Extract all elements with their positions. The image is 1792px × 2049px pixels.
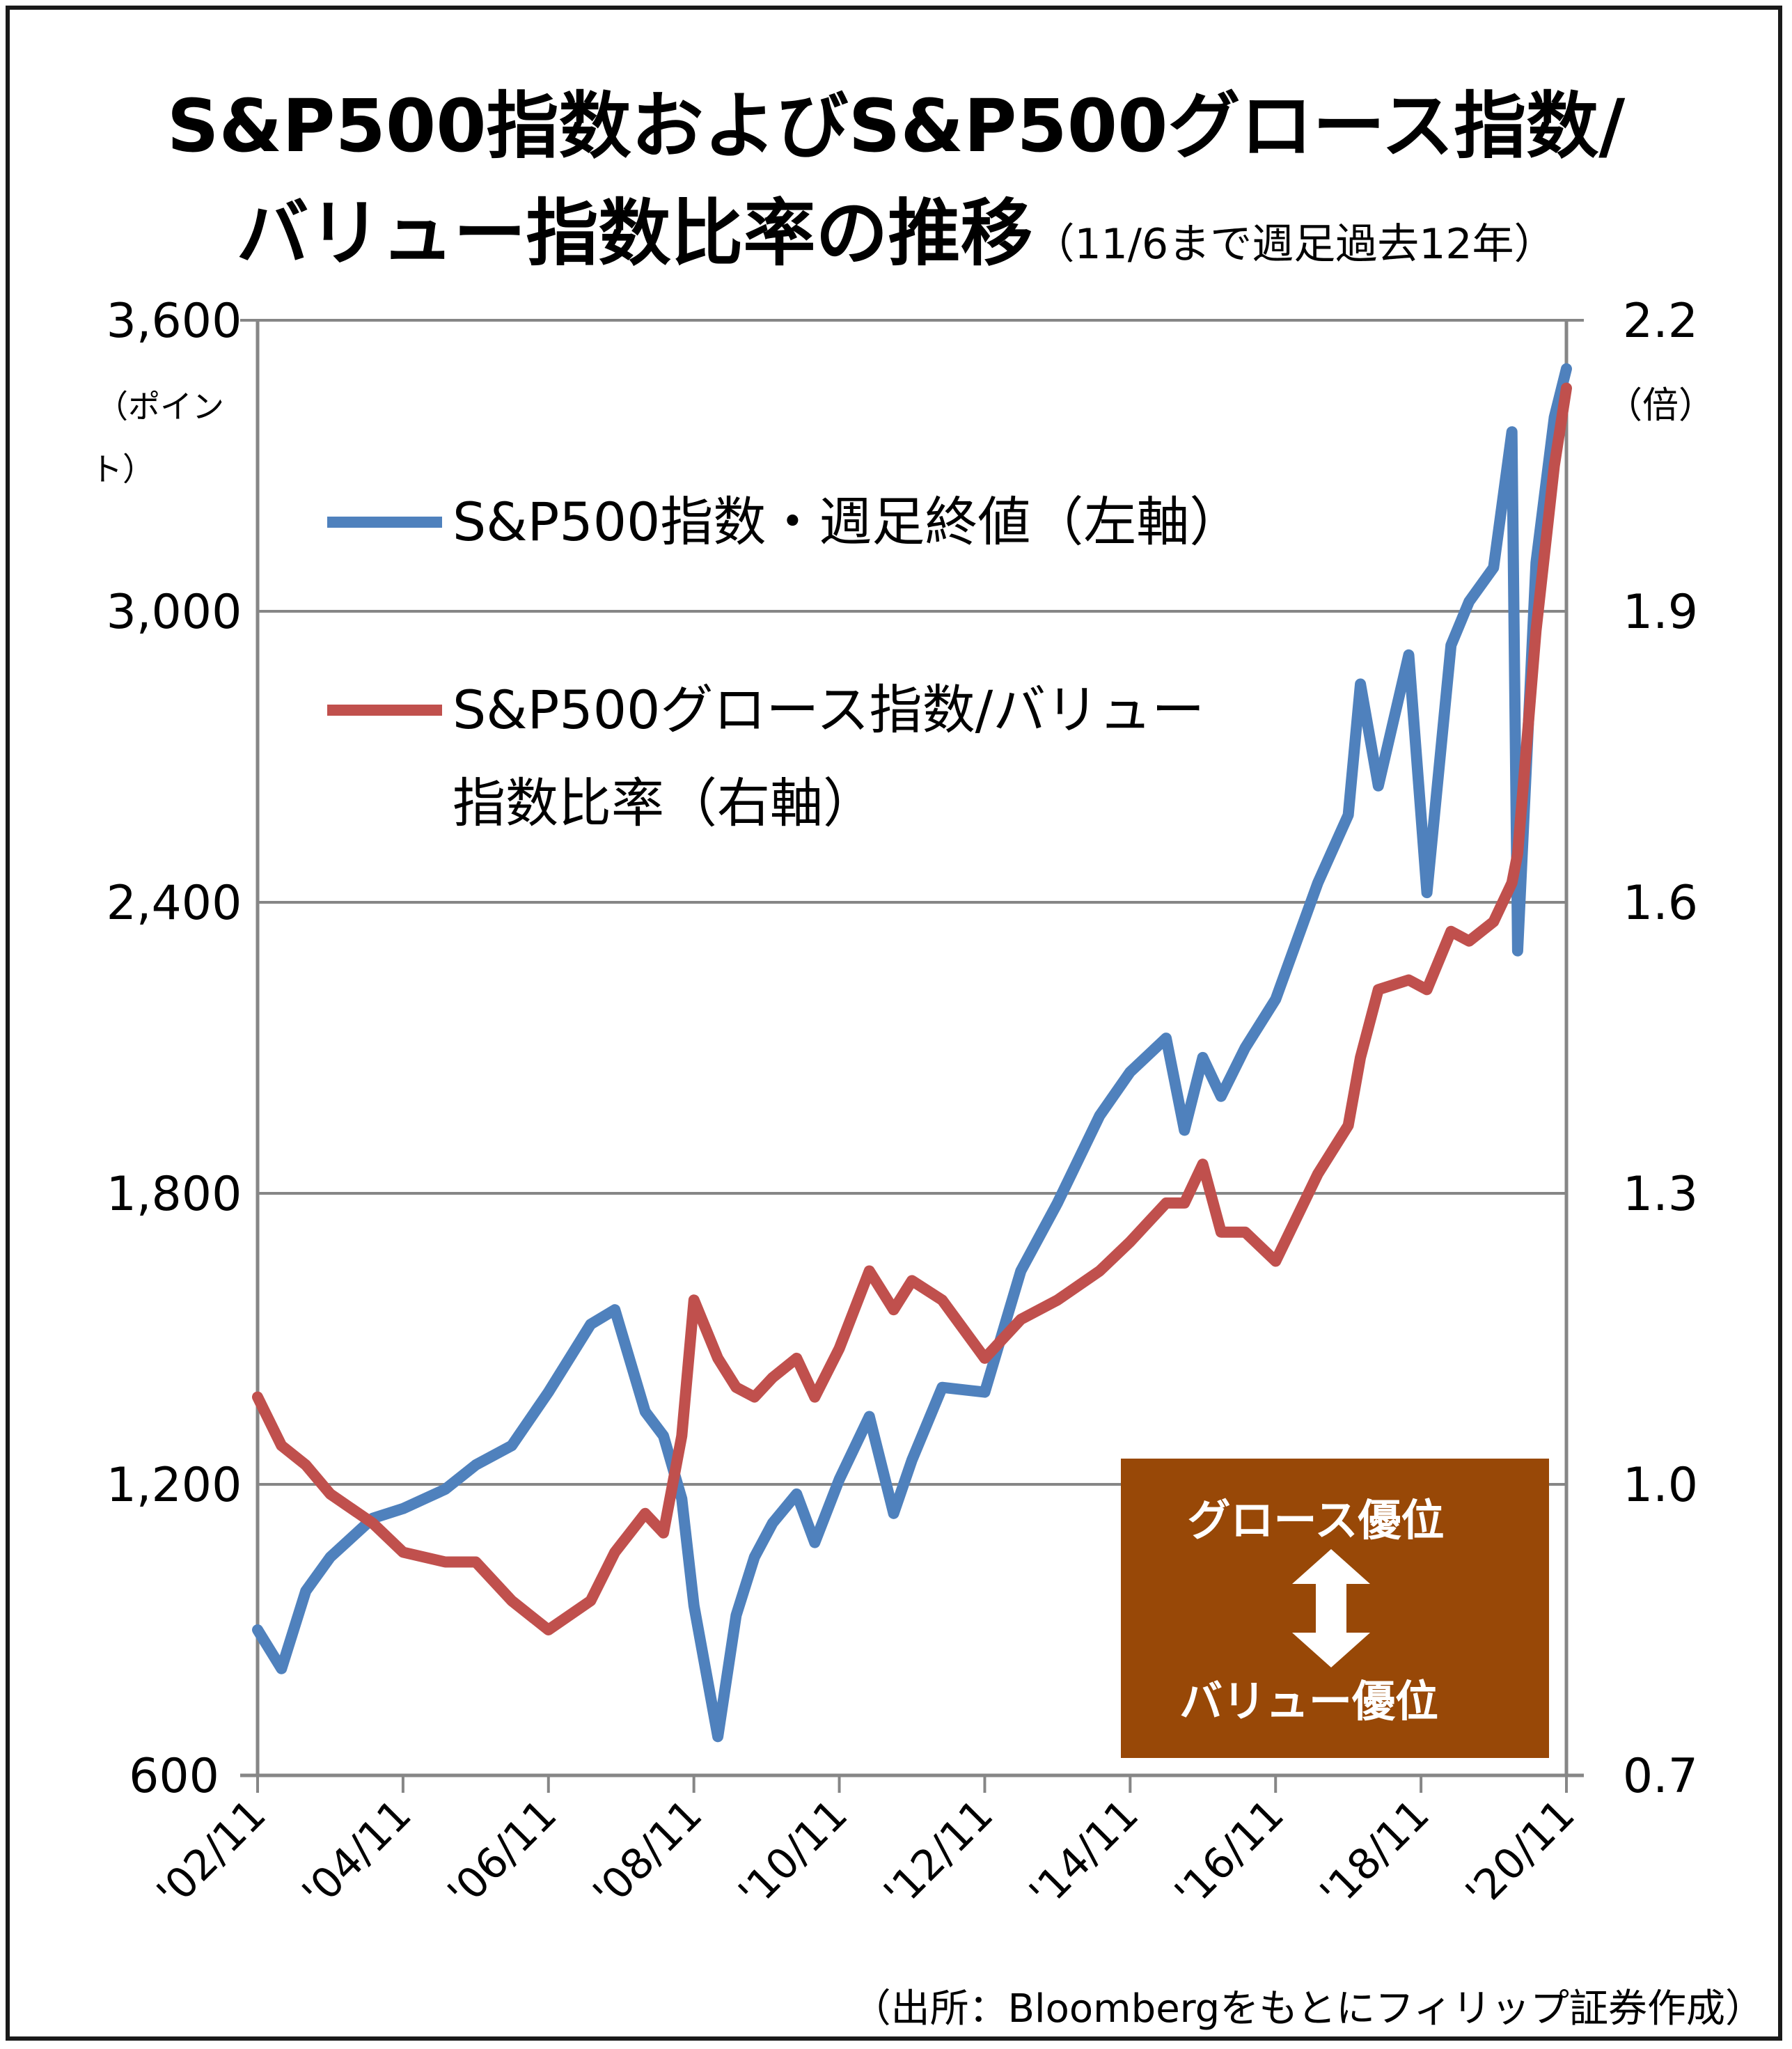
right-tick-label: 2.2 — [1623, 294, 1698, 349]
left-tick-label: 1,200 — [107, 1458, 242, 1513]
right-tick-label: 1.6 — [1623, 876, 1698, 931]
right-tick-label: 1.3 — [1623, 1167, 1698, 1222]
left-tick-label: 3,600 — [107, 294, 242, 349]
annotation-bottom-label: バリュー優位 — [1179, 1676, 1438, 1727]
chart-title-line2: バリュー指数比率の推移（11/6まで週足過去12年） — [0, 174, 1792, 279]
legend-label-ratio-cont: 指数比率（右軸） — [453, 772, 876, 834]
x-tick-label: '14/11 — [1021, 1790, 1148, 1917]
x-tick-label: '18/11 — [1311, 1790, 1438, 1917]
left-tick-label: 3,000 — [107, 585, 242, 640]
right-axis-unit: （倍） — [1606, 385, 1715, 427]
left-axis-unit: （ポイン — [96, 388, 224, 425]
source-note: （出所：Bloombergをもとにフィリップ証券作成） — [851, 1986, 1764, 2032]
x-tick-label: '20/11 — [1456, 1790, 1584, 1917]
annotation-top-label: グロース優位 — [1188, 1495, 1445, 1546]
left-tick-label: 1,800 — [107, 1167, 242, 1222]
x-tick-label: '08/11 — [584, 1790, 712, 1917]
x-tick-label: '16/11 — [1165, 1790, 1293, 1917]
x-tick-label: '12/11 — [875, 1790, 1003, 1917]
chart-subtitle: （11/6まで週足過去12年） — [1032, 220, 1556, 269]
up-down-arrow-icon — [1292, 1549, 1370, 1667]
chart-title-main: バリュー指数比率の推移 — [236, 191, 1033, 276]
left-tick-label: 2,400 — [107, 876, 242, 931]
left-axis-unit-cont: ト） — [91, 450, 155, 488]
right-tick-label: 1.0 — [1623, 1458, 1698, 1513]
growth-value-ratio-line — [252, 382, 1572, 1635]
x-tick-label: '06/11 — [439, 1790, 566, 1917]
left-tick-label: 600 — [129, 1749, 219, 1804]
x-tick-label: '04/11 — [293, 1790, 421, 1917]
right-tick-label: 0.7 — [1623, 1749, 1698, 1804]
x-tick-label: '10/11 — [730, 1790, 857, 1917]
legend-label-sp500: S&P500指数・週足終値（左軸） — [453, 491, 1242, 553]
chart-title: S&P500指数およびS&P500グロース指数/ — [166, 84, 1626, 168]
legend-label-ratio: S&P500グロース指数/バリュー — [453, 679, 1204, 741]
right-tick-label: 1.9 — [1623, 585, 1698, 640]
x-tick-label: '02/11 — [148, 1790, 275, 1917]
sp500-index-line — [252, 363, 1572, 1743]
